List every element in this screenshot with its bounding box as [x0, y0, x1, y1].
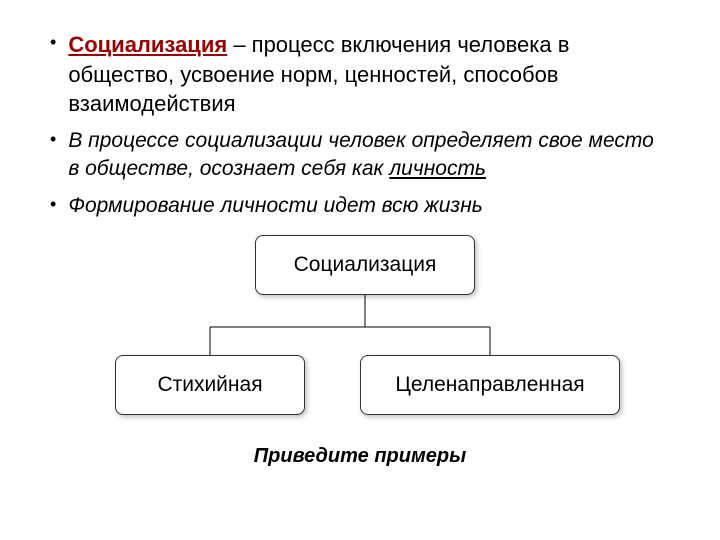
node-right-label: Целенаправленная	[395, 373, 584, 397]
bullet-1-text: Социализация – процесс включения человек…	[68, 30, 670, 119]
node-left: Стихийная	[115, 355, 305, 415]
node-right: Целенаправленная	[360, 355, 620, 415]
bullet-2: • В процессе социализации человек опреде…	[50, 127, 670, 184]
term-socialization: Социализация	[68, 32, 227, 57]
bullet-3: • Формирование личности идет всю жизнь	[50, 192, 670, 220]
bullet-1: • Социализация – процесс включения челов…	[50, 30, 670, 119]
bullet-2-text: В процессе социализации человек определя…	[68, 127, 670, 184]
bullet-dot: •	[50, 30, 56, 119]
bullet-dot: •	[50, 192, 56, 220]
bullet-2-pre: В процессе социализации человек определя…	[68, 129, 654, 180]
node-left-label: Стихийная	[157, 373, 262, 397]
footer-prompt: Приведите примеры	[50, 445, 670, 468]
node-root-label: Социализация	[294, 253, 437, 277]
bullet-2-underlined: личность	[389, 157, 486, 180]
bullet-3-text: Формирование личности идет всю жизнь	[68, 192, 482, 220]
node-root: Социализация	[255, 235, 475, 295]
diagram-area: Социализация Стихийная Целенаправленная	[50, 235, 670, 435]
bullet-dot: •	[50, 127, 56, 184]
